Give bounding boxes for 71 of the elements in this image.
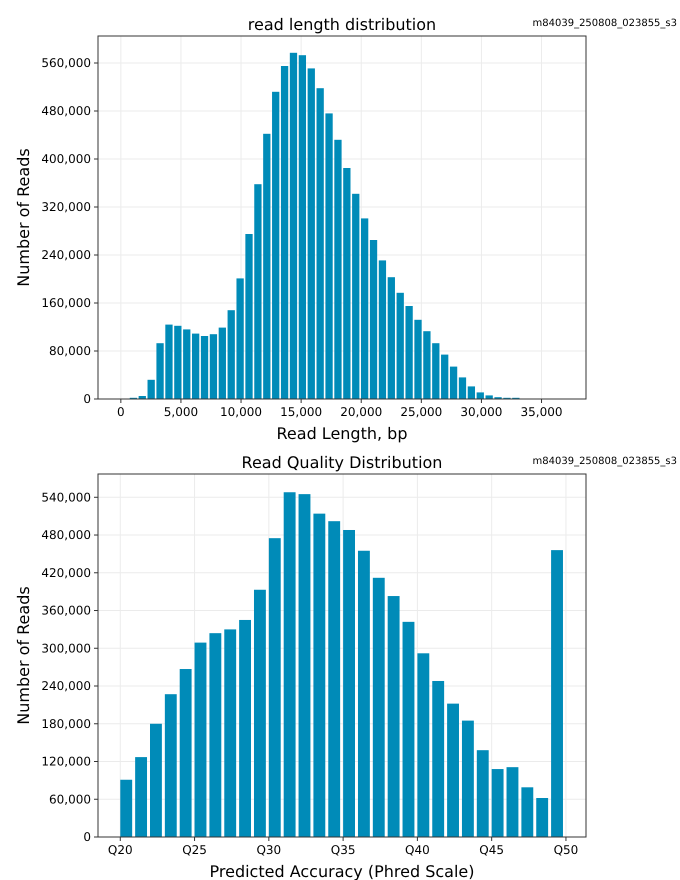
bar — [268, 538, 281, 837]
bar — [298, 494, 310, 837]
x-tick-label: Q35 — [330, 843, 356, 857]
x-tick-label: Q30 — [256, 843, 282, 857]
chart-title: Read Quality Distribution — [242, 453, 442, 472]
bar — [328, 521, 340, 837]
bar — [462, 720, 474, 837]
y-tick-label: 320,000 — [41, 200, 91, 214]
y-tick-label: 120,000 — [41, 754, 91, 769]
bar — [521, 787, 534, 837]
bar — [180, 669, 192, 837]
x-tick-label: 10,000 — [220, 405, 262, 419]
bar — [135, 757, 148, 837]
bar — [417, 653, 430, 837]
x-axis-title: Predicted Accuracy (Phred Scale) — [210, 862, 474, 880]
bar — [551, 550, 563, 837]
y-tick-label: 480,000 — [41, 528, 91, 542]
bar — [284, 492, 296, 837]
chart-title: read length distribution — [248, 15, 436, 34]
bar — [388, 596, 400, 837]
y-tick-label: 160,000 — [41, 296, 91, 310]
x-tick-label: 0 — [117, 405, 125, 419]
y-axis-title: Number of Reads — [14, 148, 33, 287]
bar — [372, 578, 385, 837]
bar — [432, 680, 444, 837]
chart-subtitle: m84039_250808_023855_s3 — [532, 456, 677, 467]
bar — [358, 550, 370, 837]
y-tick-label: 560,000 — [41, 56, 91, 70]
y-tick-label: 300,000 — [41, 641, 91, 656]
x-tick-label: 25,000 — [400, 405, 442, 419]
bar — [209, 633, 222, 837]
bar — [506, 767, 518, 837]
x-tick-label: Q25 — [182, 843, 207, 857]
x-axis-title: Read Length, bp — [276, 424, 408, 443]
x-tick-label: 15,000 — [280, 405, 322, 419]
bar — [476, 750, 489, 837]
y-tick-label: 360,000 — [41, 604, 91, 618]
y-tick-label: 180,000 — [41, 716, 91, 731]
bar — [343, 530, 355, 837]
y-tick-label: 420,000 — [41, 566, 91, 580]
bar — [447, 704, 459, 837]
chart-subtitle: m84039_250808_023855_s3 — [532, 18, 677, 29]
x-tick-label: 30,000 — [460, 405, 502, 419]
bar — [492, 769, 504, 837]
x-tick-label: 20,000 — [340, 405, 382, 419]
x-tick-label: 35,000 — [520, 405, 563, 419]
y-tick-label: 0 — [83, 392, 91, 406]
bar — [254, 590, 266, 837]
bar — [194, 642, 206, 837]
bar — [536, 798, 548, 837]
x-tick-label: 5,000 — [164, 405, 198, 419]
x-tick-label: Q50 — [554, 843, 578, 857]
bar — [164, 694, 177, 837]
x-tick-label: Q45 — [479, 843, 504, 857]
x-tick-label: Q20 — [108, 843, 133, 857]
bar — [313, 514, 326, 837]
y-tick-label: 400,000 — [41, 152, 91, 166]
y-tick-label: 480,000 — [41, 104, 91, 118]
y-tick-label: 80,000 — [49, 344, 91, 358]
y-tick-label: 240,000 — [41, 248, 91, 262]
bar — [150, 724, 162, 837]
bar — [120, 780, 132, 837]
y-axis-title: Number of Reads — [14, 586, 33, 725]
y-tick-label: 0 — [83, 830, 91, 844]
y-tick-label: 240,000 — [41, 679, 91, 694]
y-tick-label: 60,000 — [49, 792, 91, 806]
y-tick-label: 540,000 — [41, 490, 91, 504]
bar — [402, 622, 414, 837]
bar — [239, 620, 252, 837]
x-tick-label: Q40 — [405, 843, 430, 857]
bar — [224, 629, 236, 837]
